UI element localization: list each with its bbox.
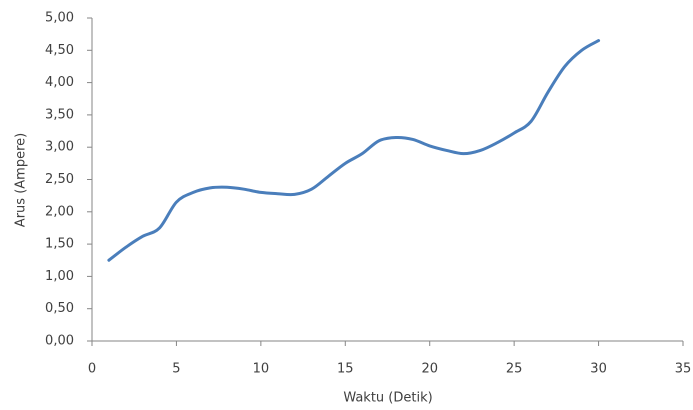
x-tick-label: 35 [675, 362, 692, 377]
y-tick-label: 5,00 [45, 11, 74, 26]
x-tick-label: 20 [421, 362, 438, 377]
data-line [107, 39, 601, 262]
y-tick-label: 2,50 [45, 172, 74, 187]
x-axis-label: Waktu (Detik) [343, 391, 432, 406]
x-tick-label: 10 [253, 362, 270, 377]
x-tick-label: 30 [590, 362, 607, 377]
y-tick-label: 0,00 [45, 334, 74, 349]
y-tick-label: 1,00 [45, 269, 74, 284]
y-tick-label: 1,50 [45, 237, 74, 252]
y-tick-label: 3,50 [45, 107, 74, 122]
y-tick-label: 3,00 [45, 140, 74, 155]
x-tick-label: 5 [172, 362, 180, 377]
x-tick-label: 25 [506, 362, 523, 377]
x-tick-label: 15 [337, 362, 354, 377]
x-tick-label: 0 [88, 362, 96, 377]
y-tick-label: 4,00 [45, 75, 74, 90]
y-tick-label: 2,00 [45, 204, 74, 219]
y-tick-label: 4,50 [45, 43, 74, 58]
y-tick-label: 0,50 [45, 301, 74, 316]
y-axis-label: Arus (Ampere) [14, 133, 29, 227]
